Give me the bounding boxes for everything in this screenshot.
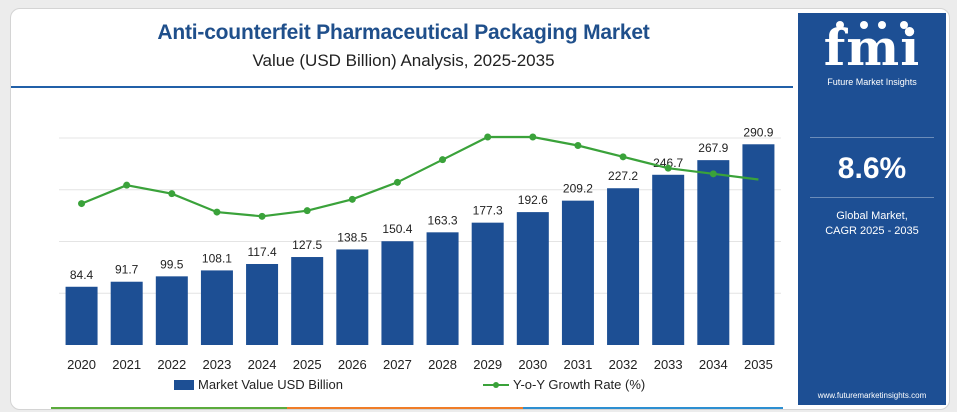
x-tick-label-2024: 2024 bbox=[248, 357, 277, 372]
growth-point-2029 bbox=[484, 133, 492, 141]
growth-point-2022 bbox=[168, 190, 176, 198]
growth-point-2032 bbox=[619, 153, 627, 161]
cagr-value: 8.6% bbox=[837, 152, 907, 185]
growth-point-2023 bbox=[213, 208, 221, 216]
x-tick-label-2031: 2031 bbox=[563, 357, 592, 372]
legend-bar-label: Market Value USD Billion bbox=[198, 377, 343, 392]
bar-value-label-2034: 267.9 bbox=[698, 141, 728, 155]
x-tick-label-2034: 2034 bbox=[699, 357, 728, 372]
x-tick-label-2032: 2032 bbox=[609, 357, 638, 372]
bar-value-label-2020: 84.4 bbox=[70, 268, 94, 282]
website-link[interactable]: www.futuremarketinsights.com bbox=[817, 391, 927, 400]
bar-value-label-2021: 91.7 bbox=[115, 263, 139, 277]
bar-2034 bbox=[697, 160, 730, 345]
bar-value-label-2023: 108.1 bbox=[202, 251, 232, 265]
bar-2027 bbox=[381, 241, 414, 345]
panel-divider-top bbox=[810, 137, 934, 138]
growth-point-2020 bbox=[78, 200, 86, 208]
growth-point-2025 bbox=[303, 207, 311, 215]
bar-value-label-2027: 150.4 bbox=[382, 222, 412, 236]
growth-point-2031 bbox=[574, 142, 582, 149]
bar-2030 bbox=[516, 212, 549, 345]
bar-2032 bbox=[607, 188, 640, 345]
x-tick-label-2021: 2021 bbox=[112, 357, 141, 372]
growth-point-2030 bbox=[529, 133, 537, 141]
cagr-label-line2: CAGR 2025 - 2035 bbox=[825, 225, 919, 237]
footer-stripe-orange bbox=[287, 407, 523, 409]
chart-subtitle: Value (USD Billion) Analysis, 2025-2035 bbox=[252, 51, 555, 70]
bar-2021 bbox=[110, 281, 143, 345]
title-divider bbox=[11, 86, 793, 88]
bar-2025 bbox=[291, 257, 324, 345]
bar-value-label-2030: 192.6 bbox=[518, 193, 548, 207]
growth-point-2033 bbox=[664, 164, 672, 172]
bar-2020 bbox=[65, 286, 98, 345]
growth-rate-line bbox=[81, 135, 759, 218]
bar-2022 bbox=[155, 276, 188, 345]
x-tick-label-2028: 2028 bbox=[428, 357, 457, 372]
bar-2024 bbox=[246, 263, 279, 345]
legend-bar-item: Market Value USD Billion bbox=[174, 377, 343, 392]
bar-value-label-2028: 163.3 bbox=[428, 213, 458, 227]
x-tick-label-2026: 2026 bbox=[338, 357, 367, 372]
x-tick-label-2030: 2030 bbox=[518, 357, 547, 372]
chart-title: Anti-counterfeit Pharmaceutical Packagin… bbox=[157, 21, 650, 44]
footer-stripe-green bbox=[51, 407, 287, 409]
growth-point-2026 bbox=[348, 195, 356, 203]
chart-card: Anti-counterfeit Pharmaceutical Packagin… bbox=[10, 8, 950, 410]
bar-value-label-2032: 227.2 bbox=[608, 169, 638, 183]
market-chart: 84.4 2020 91.7 2021 99.5 2022 108.1 2023 117.4 20… bbox=[59, 125, 781, 372]
legend-line-item: Y-o-Y Growth Rate (%) bbox=[483, 377, 645, 392]
x-tick-label-2033: 2033 bbox=[654, 357, 683, 372]
growth-point-2021 bbox=[123, 181, 131, 189]
panel-divider-middle bbox=[810, 197, 934, 198]
bar-value-label-2025: 127.5 bbox=[292, 238, 322, 252]
bar-value-label-2031: 209.2 bbox=[563, 182, 593, 196]
bar-value-label-2026: 138.5 bbox=[337, 230, 367, 244]
bar-value-label-2035: 290.9 bbox=[743, 125, 773, 139]
bar-2035 bbox=[742, 144, 775, 345]
bar-2029 bbox=[471, 222, 504, 345]
bar-value-label-2024: 117.4 bbox=[247, 245, 276, 259]
x-tick-label-2022: 2022 bbox=[157, 357, 186, 372]
bar-2026 bbox=[336, 249, 369, 345]
legend-line-swatch bbox=[483, 380, 509, 390]
x-tick-label-2020: 2020 bbox=[67, 357, 96, 372]
legend-line-label: Y-o-Y Growth Rate (%) bbox=[513, 377, 646, 392]
logo-subtitle: Future Market Insights bbox=[827, 77, 917, 87]
info-panel: fmi Future Market Insights 8.6% Global M… bbox=[798, 13, 946, 405]
bar-value-label-2029: 177.3 bbox=[473, 204, 503, 218]
footer-stripe-blue bbox=[523, 407, 783, 409]
cagr-label: Global Market, CAGR 2025 - 2035 bbox=[798, 209, 946, 239]
x-tick-label-2029: 2029 bbox=[473, 357, 502, 372]
growth-point-2027 bbox=[393, 178, 401, 186]
bar-2033 bbox=[652, 174, 685, 345]
growth-point-2028 bbox=[439, 156, 447, 164]
bar-2028 bbox=[426, 232, 459, 345]
bar-value-label-2022: 99.5 bbox=[160, 257, 184, 271]
cagr-label-line1: Global Market, bbox=[836, 210, 908, 222]
bar-2031 bbox=[561, 200, 594, 345]
x-tick-label-2027: 2027 bbox=[383, 357, 412, 372]
legend-bar-swatch bbox=[174, 379, 194, 390]
fmi-logo: fmi bbox=[823, 18, 921, 77]
x-tick-label-2023: 2023 bbox=[202, 357, 231, 372]
bar-2023 bbox=[200, 270, 233, 345]
growth-point-2034 bbox=[709, 170, 717, 178]
growth-point-2024 bbox=[258, 212, 266, 220]
logo-dots bbox=[826, 21, 918, 31]
x-tick-label-2035: 2035 bbox=[744, 357, 773, 372]
x-tick-label-2025: 2025 bbox=[293, 357, 322, 372]
